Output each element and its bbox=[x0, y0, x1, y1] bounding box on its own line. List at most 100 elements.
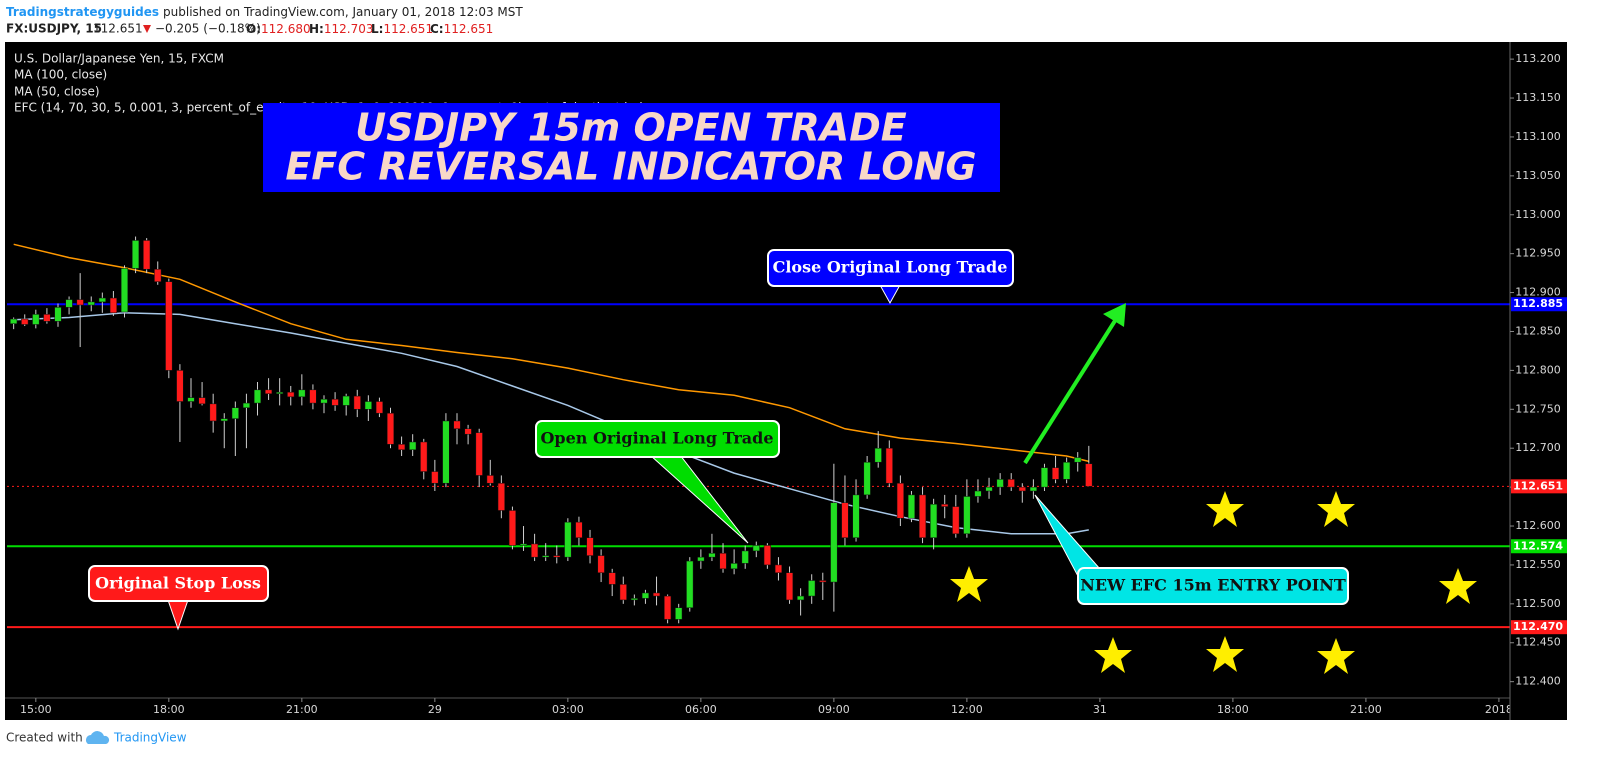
published: published on TradingView.com, January 01… bbox=[163, 5, 523, 19]
candle-body bbox=[165, 281, 173, 371]
y-tick-label: 112.900 bbox=[1515, 286, 1561, 299]
candle-body bbox=[87, 301, 95, 306]
candle-body bbox=[907, 494, 916, 519]
candle-body bbox=[375, 401, 383, 414]
ohlc-label: C: bbox=[430, 22, 444, 36]
ohlc-value: 112.703 bbox=[324, 22, 374, 36]
candle-body bbox=[442, 420, 450, 484]
x-tick-label: 29 bbox=[428, 703, 442, 716]
candle-body bbox=[974, 490, 982, 497]
y-tick-label: 112.950 bbox=[1515, 247, 1561, 260]
candle-body bbox=[1040, 467, 1049, 488]
candle-body bbox=[952, 506, 960, 535]
candle-body bbox=[353, 395, 361, 410]
candle-body bbox=[1018, 486, 1026, 492]
change: −0.205 (−0.18%) bbox=[155, 22, 261, 36]
candle-body bbox=[686, 560, 694, 608]
y-tick-label: 112.750 bbox=[1515, 402, 1561, 415]
ma-line bbox=[13, 243, 1089, 463]
y-tick-label: 112.850 bbox=[1515, 324, 1561, 337]
ma-line bbox=[13, 312, 1089, 535]
y-tick-label: 112.550 bbox=[1515, 558, 1561, 571]
candle-body bbox=[198, 397, 206, 405]
candle-body bbox=[941, 503, 949, 507]
candle-body bbox=[785, 572, 794, 601]
candle-body bbox=[1051, 467, 1060, 480]
y-tick-label: 112.700 bbox=[1515, 441, 1561, 454]
candle-body bbox=[320, 398, 328, 404]
candle-body bbox=[409, 441, 417, 451]
x-tick-label: 31 bbox=[1093, 703, 1107, 716]
author[interactable]: Tradingstrategyguides bbox=[6, 5, 159, 19]
legend-ma50[interactable]: MA (50, close) bbox=[14, 85, 100, 99]
callout-text: Close Original Long Trade bbox=[773, 258, 1008, 277]
candle-body bbox=[575, 521, 583, 538]
candle-body bbox=[497, 482, 505, 511]
x-tick-label: 21:00 bbox=[1350, 703, 1382, 716]
candle-body bbox=[287, 391, 295, 398]
candle-body bbox=[398, 444, 406, 451]
candle-body bbox=[564, 521, 572, 558]
last-price: 112.651 bbox=[93, 22, 143, 36]
candle-body bbox=[276, 391, 284, 394]
candle-body bbox=[486, 475, 494, 484]
ohlc-label: H: bbox=[309, 22, 324, 36]
ohlc-item: H:112.703 bbox=[309, 22, 373, 36]
ohlc-label: L: bbox=[371, 22, 383, 36]
candle-body bbox=[774, 564, 783, 573]
x-tick-label: 2018 bbox=[1485, 703, 1513, 716]
callout-box bbox=[1077, 567, 1349, 605]
candle-body bbox=[331, 398, 339, 406]
arrow-head bbox=[1103, 303, 1126, 327]
candle-body bbox=[120, 268, 129, 313]
header-line: Tradingstrategyguides published on Tradin… bbox=[6, 5, 523, 19]
candle-body bbox=[132, 240, 140, 269]
y-tick-label: 113.200 bbox=[1515, 52, 1561, 65]
candle-body bbox=[553, 555, 561, 558]
ohlc-value: 112.680 bbox=[261, 22, 311, 36]
candle-body bbox=[985, 486, 993, 492]
symbol: FX:USDJPY, 15 bbox=[6, 22, 102, 36]
arrow-shaft bbox=[1023, 314, 1120, 465]
candle-body bbox=[885, 447, 893, 484]
plot bbox=[7, 236, 1510, 629]
legend-instrument: U.S. Dollar/Japanese Yen, 15, FXCM bbox=[14, 52, 224, 66]
x-tick-label: 21:00 bbox=[286, 703, 318, 716]
candle-body bbox=[918, 494, 927, 538]
callout-text: Open Original Long Trade bbox=[540, 429, 773, 448]
candle-body bbox=[265, 389, 273, 394]
candle-body bbox=[730, 563, 738, 570]
footer-created: Created with bbox=[6, 731, 83, 745]
candle-body bbox=[65, 299, 73, 308]
candle-body bbox=[996, 479, 1004, 488]
candle-body bbox=[342, 395, 350, 406]
x-tick-label: 15:00 bbox=[20, 703, 52, 716]
candle-body bbox=[253, 389, 262, 404]
price-axis: 112.400 112.450 112.500 112.550 112.600 112.6… bbox=[1510, 52, 1567, 688]
candle-body bbox=[242, 402, 250, 408]
candle-body bbox=[464, 428, 472, 435]
level-tag bbox=[1511, 479, 1567, 494]
footer-brand[interactable]: TradingView bbox=[113, 731, 187, 745]
y-tick-label: 112.400 bbox=[1515, 675, 1561, 688]
y-tick-label: 112.800 bbox=[1515, 363, 1561, 376]
level-label: 112.574 bbox=[1513, 539, 1563, 552]
candle-body bbox=[586, 537, 594, 556]
legend-ma100[interactable]: MA (100, close) bbox=[14, 68, 107, 82]
title-box bbox=[263, 103, 1000, 192]
callout-box bbox=[767, 249, 1014, 287]
ohlc-value: 112.651 bbox=[444, 22, 494, 36]
candle-body bbox=[819, 580, 827, 583]
candle-body bbox=[54, 307, 62, 322]
candle-body bbox=[542, 555, 550, 558]
x-tick-label: 03:00 bbox=[552, 703, 584, 716]
level-tag bbox=[1511, 297, 1567, 312]
candle-body bbox=[209, 403, 217, 422]
candle-body bbox=[608, 572, 616, 585]
level-tag bbox=[1511, 620, 1567, 635]
candle-body bbox=[797, 595, 805, 601]
candle-body bbox=[1063, 461, 1071, 480]
level-label: 112.470 bbox=[1513, 620, 1563, 633]
candle-body bbox=[154, 268, 162, 282]
down-arrow bbox=[143, 25, 151, 33]
